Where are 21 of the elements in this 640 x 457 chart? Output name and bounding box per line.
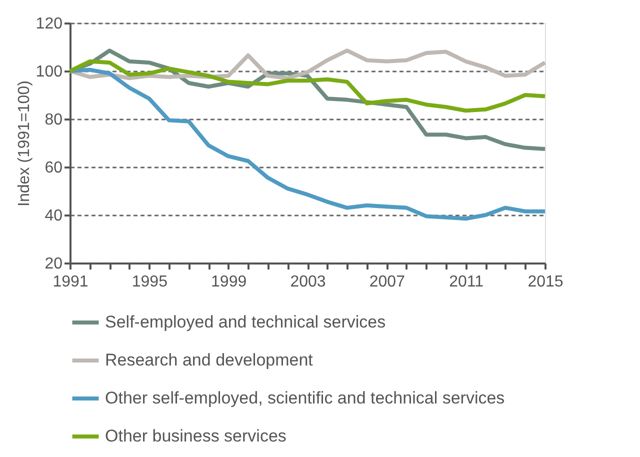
y-tick-label: 60	[44, 160, 63, 176]
x-tick-label: 1991	[52, 274, 88, 290]
y-tick-label: 20	[44, 256, 63, 272]
y-tick-label: 120	[36, 16, 63, 32]
legend-label: Other business services	[105, 426, 286, 446]
x-tick-label: 2007	[369, 274, 406, 290]
y-tick-label: 40	[44, 208, 63, 224]
line-series	[68, 59, 547, 113]
y-tick-label: 80	[44, 112, 63, 128]
x-tick-label: 2011	[449, 274, 484, 290]
line-series	[68, 48, 547, 80]
y-axis-title: Index (1991=100)	[16, 80, 33, 206]
x-tick-label: 1995	[132, 274, 168, 290]
legend-label: Research and development	[105, 350, 314, 370]
legend-label: Self-employed and technical services	[105, 312, 386, 332]
y-tick-label: 100	[36, 64, 63, 80]
x-tick-label: 2015	[528, 274, 564, 290]
x-tick-label: 2003	[290, 274, 326, 290]
line-series	[68, 68, 547, 221]
x-tick-label: 1999	[211, 274, 247, 290]
legend-label: Other self-employed, scientific and technical services	[105, 388, 505, 408]
